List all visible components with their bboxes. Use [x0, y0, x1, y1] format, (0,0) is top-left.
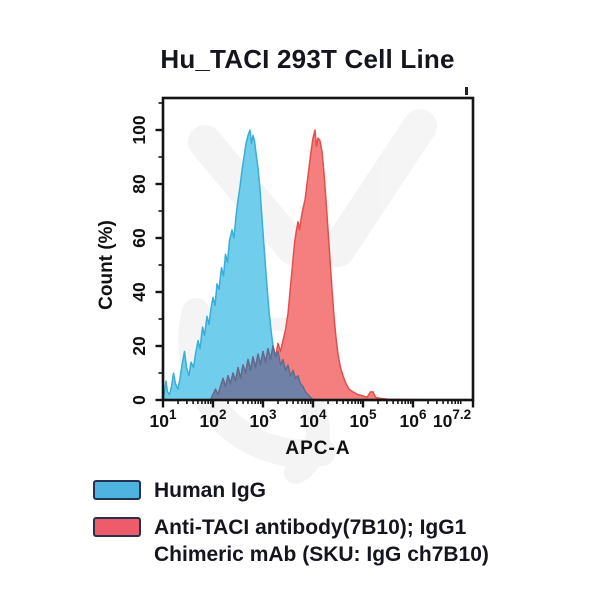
- y-tick-label: 0: [129, 395, 149, 405]
- y-tick-label: 40: [129, 282, 149, 302]
- legend-swatch: [93, 517, 141, 537]
- legend-item: Human IgG: [93, 477, 489, 504]
- plot-frame: [161, 96, 475, 402]
- legend-label-line: Anti-TACI antibody(7B10); IgG1: [154, 516, 467, 539]
- y-tick-label: 60: [129, 228, 149, 248]
- x-tick-label: 104: [300, 407, 327, 431]
- x-tick-label: 102: [200, 407, 227, 431]
- x-tick-label: 107.2: [433, 407, 471, 431]
- x-axis: 101 102 103 104 105 106 107.2 APC-A: [150, 400, 475, 459]
- legend-label: Anti-TACI antibody(7B10); IgG1 Chimeric m…: [154, 514, 489, 568]
- y-tick-label: 100: [129, 115, 149, 144]
- axes-layer: 101 102 103 104 105 106 107.2 APC-A 0 20 40 60 80 100…: [96, 87, 475, 459]
- page-title: Hu_TACI 293T Cell Line: [160, 44, 455, 74]
- x-tick-label: 106: [400, 407, 427, 431]
- curves-layer: [162, 129, 474, 401]
- legend-label-line: Chimeric mAb (SKU: IgG ch7B10): [154, 543, 489, 566]
- legend-label: Human IgG: [154, 477, 266, 504]
- x-tick-label: 101: [150, 407, 177, 431]
- legend-swatch: [93, 480, 141, 500]
- overlap-area: [210, 345, 314, 401]
- y-tick-label: 80: [129, 174, 149, 194]
- x-tick-label: 103: [250, 407, 277, 431]
- x-tick-label: 105: [350, 407, 377, 431]
- legend-item: Anti-TACI antibody(7B10); IgG1 Chimeric m…: [93, 514, 489, 568]
- x-axis-label: APC-A: [285, 438, 350, 459]
- legend-label-line: Human IgG: [154, 479, 267, 502]
- y-tick-label: 20: [129, 336, 149, 356]
- y-axis-label: Count (%): [96, 220, 117, 310]
- y-axis: 0 20 40 60 80 100 Count (%): [96, 102, 163, 405]
- legend: Human IgG Anti-TACI antibody(7B10); IgG1 C…: [93, 477, 489, 578]
